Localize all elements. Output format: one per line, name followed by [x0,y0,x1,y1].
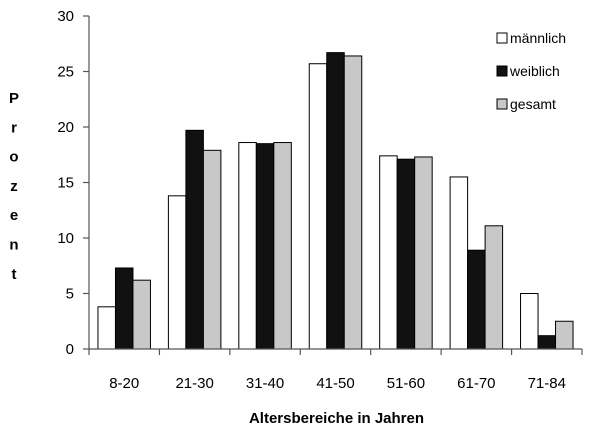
x-axis-ticks: 8-20 21-30 31-40 41-50 51-60 61-70 71-84 [88,349,583,392]
legend-label-gesamt: gesamt [510,96,556,112]
y-tick-label: 0 [66,341,74,358]
y-tick-label: 20 [57,119,74,136]
y-axis-title-letter: n [9,237,18,254]
x-tick-label: 31-40 [246,375,284,392]
bar-51-60-gesamt [414,156,433,350]
bar-61-70-männlich [449,176,469,350]
y-tick-label: 25 [57,64,74,81]
x-tick-label: 21-30 [175,375,213,392]
bar-51-60-männlich [379,155,398,350]
y-axis-title-letter: P [9,90,19,107]
legend-swatch-gesamt [496,98,508,110]
y-tick-label: 5 [66,286,74,303]
legend: männlich weiblich gesamt [496,30,566,112]
bar-41-50-gesamt [343,55,363,350]
y-axis-ticks: 0 5 10 15 20 25 30 [57,8,89,358]
bar-41-50-männlich [308,63,328,350]
x-tick-label: 51-60 [387,375,425,392]
y-axis-title-letter: t [12,266,17,283]
bar-8-20-männlich [97,306,116,350]
bar-31-40-männlich [238,142,257,350]
legend-swatch-weiblich [496,65,508,77]
y-tick-label: 30 [57,8,74,25]
bar-21-30-weiblich [185,129,204,350]
bar-21-30-gesamt [202,149,222,350]
x-tick-label: 71-84 [528,375,566,392]
legend-label-weiblich: weiblich [509,63,560,79]
legend-label-männlich: männlich [510,30,566,46]
legend-swatch-männlich [496,32,508,44]
bar-51-60-weiblich [396,158,416,350]
x-tick-label: 41-50 [316,375,354,392]
bar-series-group [97,52,574,350]
bar-61-70-gesamt [484,225,504,350]
bar-8-20-gesamt [132,279,151,350]
y-tick-label: 10 [57,230,74,247]
bar-31-40-gesamt [273,142,292,350]
y-axis-title-letter: o [9,149,18,166]
y-axis-title-letter: e [10,207,18,224]
bar-31-40-weiblich [255,143,275,350]
bar-71-84-männlich [520,293,539,350]
axes-group [88,16,582,350]
bar-41-50-weiblich [326,52,345,350]
y-axis-title-letter: r [11,119,17,136]
bar-71-84-gesamt [555,320,574,350]
x-tick-label: 8-20 [109,375,139,392]
y-axis-title-letter: z [10,178,18,195]
y-tick-label: 15 [57,175,74,192]
x-axis-title: Altersbereiche in Jahren [249,410,424,427]
bar-71-84-weiblich [537,335,557,350]
bar-61-70-weiblich [467,249,486,350]
bar-8-20-weiblich [114,267,134,350]
x-tick-label: 61-70 [457,375,495,392]
bar-21-30-männlich [167,195,187,350]
